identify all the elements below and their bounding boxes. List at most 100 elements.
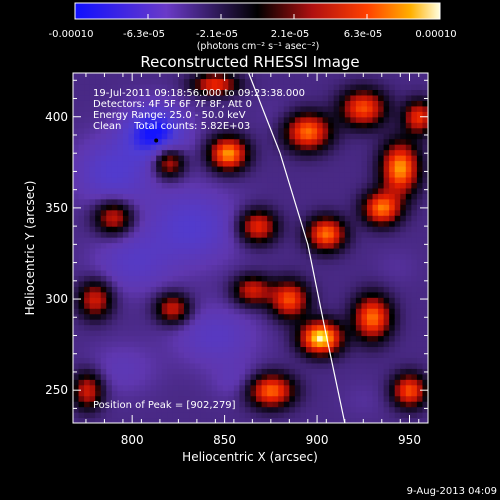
heatmap-cell bbox=[233, 248, 241, 255]
heatmap-cell bbox=[95, 368, 102, 375]
heatmap-cell bbox=[122, 155, 130, 162]
heatmap-cell bbox=[161, 330, 168, 337]
heatmap-cell bbox=[145, 286, 152, 293]
heatmap-cell bbox=[73, 149, 80, 156]
heatmap-cell bbox=[400, 379, 407, 386]
heatmap-cell bbox=[78, 335, 85, 342]
heatmap-cell bbox=[122, 395, 130, 402]
heatmap-cell bbox=[400, 171, 407, 178]
heatmap-cell bbox=[322, 308, 329, 315]
heatmap-cell bbox=[172, 133, 179, 140]
heatmap-cell bbox=[311, 193, 318, 200]
heatmap-cell bbox=[300, 269, 307, 276]
heatmap-cell bbox=[294, 335, 302, 342]
heatmap-cell bbox=[361, 160, 368, 167]
heatmap-cell bbox=[156, 253, 163, 260]
heatmap-cell bbox=[256, 280, 263, 287]
heatmap-cell bbox=[134, 335, 141, 342]
heatmap-cell bbox=[289, 280, 296, 287]
heatmap-cell bbox=[117, 297, 124, 304]
heatmap-cell bbox=[183, 417, 191, 423]
heatmap-cell bbox=[128, 346, 135, 353]
heatmap-cell bbox=[100, 237, 107, 244]
heatmap-cell bbox=[311, 155, 318, 162]
heatmap-cell bbox=[195, 258, 202, 266]
heatmap-cell bbox=[161, 297, 168, 304]
heatmap-cell bbox=[278, 100, 285, 107]
heatmap-cell bbox=[156, 379, 163, 386]
heatmap-cell bbox=[361, 417, 368, 423]
heatmap-cell bbox=[200, 226, 207, 233]
heatmap-cell bbox=[106, 351, 113, 358]
heatmap-cell bbox=[206, 291, 213, 298]
heatmap-cell bbox=[267, 105, 274, 112]
heatmap-cell bbox=[156, 362, 163, 369]
heatmap-cell bbox=[283, 116, 290, 123]
heatmap-cell bbox=[100, 313, 107, 320]
heatmap-cell bbox=[100, 89, 107, 96]
heatmap-cell bbox=[78, 78, 85, 85]
heatmap-cell bbox=[300, 83, 307, 91]
heatmap-cell bbox=[206, 417, 213, 423]
heatmap-cell bbox=[378, 340, 385, 348]
heatmap-cell bbox=[405, 302, 412, 309]
heatmap-cell bbox=[250, 193, 257, 200]
heatmap-cell bbox=[161, 275, 168, 282]
heatmap-cell bbox=[111, 390, 118, 397]
heatmap-cell bbox=[389, 275, 396, 282]
heatmap-cell bbox=[250, 149, 257, 156]
heatmap-cell bbox=[195, 198, 202, 205]
heatmap-cell bbox=[256, 324, 263, 331]
heatmap-cell bbox=[222, 116, 229, 123]
heatmap-cell bbox=[73, 406, 80, 413]
heatmap-cell bbox=[183, 215, 191, 222]
heatmap-cell bbox=[73, 215, 80, 222]
heatmap-cell bbox=[378, 346, 385, 353]
heatmap-cell bbox=[95, 215, 102, 222]
heatmap-cell bbox=[344, 384, 351, 391]
heatmap-cell bbox=[411, 264, 418, 271]
heatmap-cell bbox=[139, 149, 146, 156]
heatmap-cell bbox=[122, 176, 130, 183]
heatmap-cell bbox=[222, 160, 229, 167]
heatmap-cell bbox=[78, 204, 85, 211]
heatmap-cell bbox=[250, 412, 257, 419]
heatmap-cell bbox=[73, 226, 80, 233]
heatmap-cell bbox=[283, 198, 290, 205]
heatmap-cell bbox=[361, 362, 368, 369]
heatmap-cell bbox=[300, 176, 307, 183]
heatmap-cell bbox=[333, 401, 340, 408]
heatmap-cell bbox=[350, 346, 357, 353]
heatmap-cell bbox=[366, 258, 374, 266]
heatmap-cell bbox=[355, 73, 363, 80]
heatmap-cell bbox=[366, 204, 374, 211]
heatmap-cell bbox=[250, 401, 257, 408]
heatmap-cell bbox=[211, 133, 218, 140]
heatmap-cell bbox=[183, 280, 191, 287]
heatmap-cell bbox=[233, 111, 241, 118]
heatmap-cell bbox=[200, 100, 207, 107]
heatmap-cell bbox=[167, 182, 174, 189]
heatmap-cell bbox=[228, 242, 235, 249]
heatmap-cell bbox=[256, 73, 263, 80]
heatmap-cell bbox=[117, 138, 124, 145]
heatmap-cell bbox=[272, 401, 279, 408]
heatmap-cell bbox=[206, 100, 213, 107]
heatmap-cell bbox=[389, 187, 396, 194]
heatmap-cell bbox=[73, 395, 80, 402]
heatmap-cell bbox=[161, 138, 168, 145]
heatmap-cell bbox=[261, 362, 268, 369]
heatmap-cell bbox=[383, 160, 390, 167]
heatmap-cell bbox=[206, 286, 213, 293]
heatmap-cell bbox=[95, 198, 102, 205]
heatmap-cell bbox=[161, 335, 168, 342]
heatmap-cell bbox=[372, 406, 379, 413]
heatmap-cell bbox=[394, 368, 401, 375]
heatmap-cell bbox=[222, 144, 229, 151]
heatmap-cell bbox=[222, 182, 229, 189]
heatmap-cell bbox=[239, 149, 246, 156]
heatmap-cell bbox=[106, 313, 113, 320]
heatmap-cell bbox=[206, 215, 213, 222]
heatmap-cell bbox=[328, 269, 335, 276]
heatmap-cell bbox=[206, 122, 213, 129]
